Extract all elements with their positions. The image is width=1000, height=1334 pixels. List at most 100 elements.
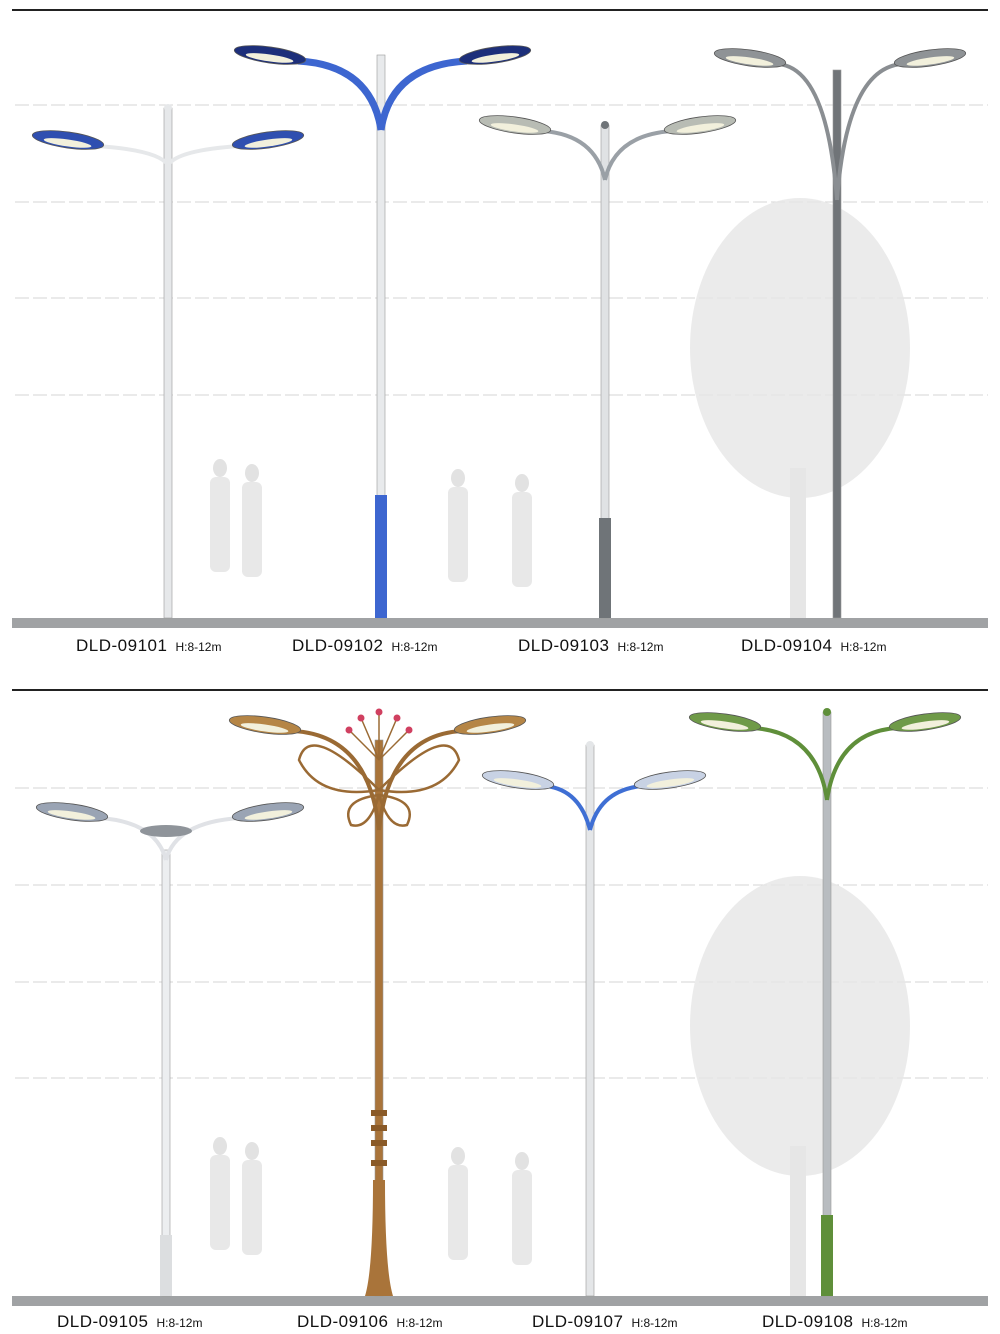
lamp-lens — [466, 723, 515, 733]
lamp-pole — [163, 107, 173, 619]
flower-bud — [345, 726, 353, 734]
pedestrian-silhouette-head — [213, 1137, 227, 1155]
lamp-base-sleeve — [599, 518, 611, 618]
lamp-arm — [835, 62, 903, 201]
lamp-lens — [490, 123, 539, 133]
lamp-lens — [47, 810, 96, 820]
butterfly-wing — [297, 744, 382, 794]
lamp-lens — [700, 720, 749, 730]
product-label: DLD-09105 H:8-12m — [57, 1312, 202, 1332]
lamp-pole — [161, 849, 171, 1297]
lamp-lens — [244, 138, 293, 148]
pedestrian-silhouette-head — [245, 1142, 259, 1160]
product-height: H:8-12m — [631, 1316, 678, 1330]
product-code: DLD-09106 — [297, 1312, 389, 1331]
pole-finial — [164, 104, 172, 112]
product-code: DLD-09108 — [762, 1312, 854, 1331]
pole-ring — [371, 1160, 387, 1166]
lamp-pole — [832, 69, 842, 619]
product-label: DLD-09101 H:8-12m — [76, 636, 221, 656]
flower-bud — [357, 714, 365, 722]
lamp-arm — [297, 57, 385, 131]
flower-bud — [393, 714, 401, 722]
street-lamp-dld-09107 — [481, 741, 707, 1297]
product-code: DLD-09104 — [741, 636, 833, 655]
pedestrian-silhouette — [512, 492, 532, 587]
lamp-lens — [471, 53, 520, 63]
street-lamp-dld-09101 — [31, 104, 305, 619]
lamp-arm — [377, 729, 463, 831]
pedestrian-silhouette — [448, 1165, 468, 1260]
product-label: DLD-09107 H:8-12m — [532, 1312, 677, 1332]
lamp-arm — [825, 726, 898, 801]
lamp-base-sleeve — [160, 1235, 172, 1296]
product-label: DLD-09104 H:8-12m — [741, 636, 886, 656]
product-label: DLD-09102 H:8-12m — [292, 636, 437, 656]
tree-trunk-silhouette — [790, 1146, 806, 1296]
pedestrian-silhouette — [448, 487, 468, 582]
ground-strip — [12, 618, 988, 628]
butterfly-wing — [347, 793, 381, 827]
product-label: DLD-09103 H:8-12m — [518, 636, 663, 656]
lamp-lens — [493, 778, 542, 788]
pedestrian-silhouette — [210, 477, 230, 572]
tree-silhouette — [690, 198, 910, 498]
product-label: DLD-09106 H:8-12m — [297, 1312, 442, 1332]
pedestrian-silhouette-head — [515, 1152, 529, 1170]
product-code: DLD-09105 — [57, 1312, 149, 1331]
lamp-arm — [99, 816, 168, 861]
lamp-lens — [901, 720, 950, 730]
lamp-arm — [777, 62, 839, 201]
lamp-arm — [752, 726, 829, 801]
tree-trunk-silhouette — [790, 468, 806, 618]
pedestrian-silhouette-head — [451, 1147, 465, 1165]
lamp-arm — [166, 144, 241, 167]
product-height: H:8-12m — [175, 640, 222, 654]
lamp-base-sleeve — [821, 1215, 833, 1296]
street-lamp-dld-09103 — [478, 115, 737, 619]
street-lamp-dld-09105 — [35, 802, 305, 1297]
product-code: DLD-09102 — [292, 636, 384, 655]
lamp-arm — [545, 784, 592, 831]
lamp-arm — [542, 129, 607, 181]
pole-ring — [371, 1125, 387, 1131]
butterfly-wing — [377, 793, 411, 827]
street-lamp-dld-09102 — [233, 45, 532, 619]
pedestrian-silhouette — [210, 1155, 230, 1250]
product-code: DLD-09101 — [76, 636, 168, 655]
pedestrian-silhouette-head — [451, 469, 465, 487]
pedestrian-silhouette-head — [245, 464, 259, 482]
lamp-lens — [244, 810, 293, 820]
pole-finial — [586, 741, 594, 749]
pole-finial — [601, 121, 609, 129]
lamp-lens — [43, 138, 92, 148]
lamp-arm — [164, 816, 241, 861]
pedestrian-silhouette-head — [213, 459, 227, 477]
product-height: H:8-12m — [391, 640, 438, 654]
tree-silhouette — [690, 876, 910, 1176]
lamp-lens — [245, 53, 294, 63]
ground-strip — [12, 1296, 988, 1306]
lamp-arm — [377, 57, 468, 131]
lamp-base-sleeve — [375, 495, 387, 618]
lamp-lens — [240, 723, 289, 733]
product-height: H:8-12m — [840, 640, 887, 654]
flower-stem — [360, 717, 380, 761]
pole-finial — [823, 708, 831, 716]
lamp-arm — [95, 144, 170, 167]
street-lamp-dld-09104 — [713, 48, 967, 619]
lamp-arm — [292, 729, 381, 831]
flared-base — [365, 1180, 393, 1296]
lamp-lens — [725, 56, 774, 66]
pedestrian-silhouette — [512, 1170, 532, 1265]
lamp-lens — [906, 56, 955, 66]
pedestrian-silhouette — [242, 1160, 262, 1255]
lamp-arm — [603, 129, 673, 181]
flower-stem — [348, 729, 380, 761]
street-lamp-dld-09108 — [688, 708, 962, 1297]
product-height: H:8-12m — [396, 1316, 443, 1330]
center-lamp-cap — [140, 825, 192, 837]
pole-ring — [371, 1110, 387, 1116]
street-lamp-dld-09106 — [228, 708, 527, 1297]
